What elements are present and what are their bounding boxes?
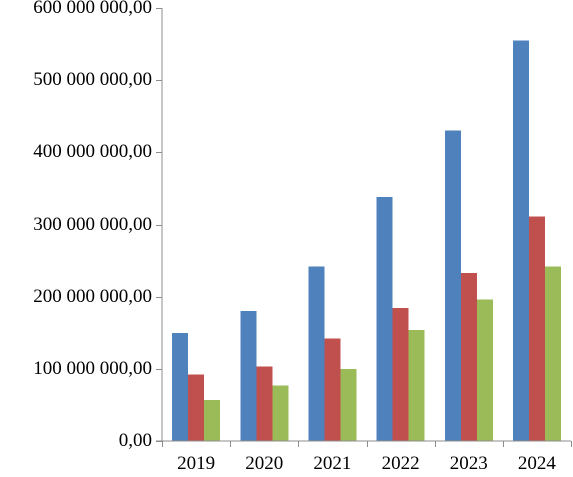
y-tick-label: 300 000 000,00 — [33, 214, 152, 235]
x-axis-ticks: 2019 2020 2021 2022 2023 2024 — [162, 441, 572, 474]
x-tick-label: 2023 — [450, 453, 488, 474]
bar — [444, 130, 461, 441]
y-tick-label: 100 000 000,00 — [33, 358, 152, 379]
bar — [460, 272, 477, 441]
x-tick-label: 2022 — [382, 453, 420, 474]
y-tick-label: 200 000 000,00 — [33, 286, 152, 307]
x-tick-label: 2020 — [245, 453, 283, 474]
y-tick-label: 400 000 000,00 — [33, 141, 152, 162]
bar — [308, 266, 325, 441]
x-tick-label: 2019 — [177, 453, 215, 474]
bar — [324, 338, 341, 441]
bar — [240, 311, 257, 441]
y-tick-label: 600 000 000,00 — [33, 0, 152, 18]
bar — [392, 308, 409, 441]
x-tick-label: 2021 — [313, 453, 351, 474]
x-tick-label: 2024 — [518, 453, 557, 474]
bar — [528, 216, 545, 441]
bar — [544, 266, 561, 441]
bar — [188, 374, 205, 441]
bar — [376, 197, 393, 441]
bar — [272, 385, 289, 441]
bar — [204, 399, 221, 441]
bar — [340, 368, 357, 441]
y-tick-label: 500 000 000,00 — [33, 69, 152, 90]
bars — [172, 40, 561, 441]
bar — [256, 366, 273, 441]
bar — [172, 332, 189, 441]
y-axis-ticks: 0,00 100 000 000,00 200 000 000,00 300 000 … — [33, 0, 162, 451]
bar — [408, 329, 425, 441]
bar — [476, 299, 493, 441]
bar — [512, 40, 529, 441]
y-tick-label: 0,00 — [119, 430, 152, 451]
